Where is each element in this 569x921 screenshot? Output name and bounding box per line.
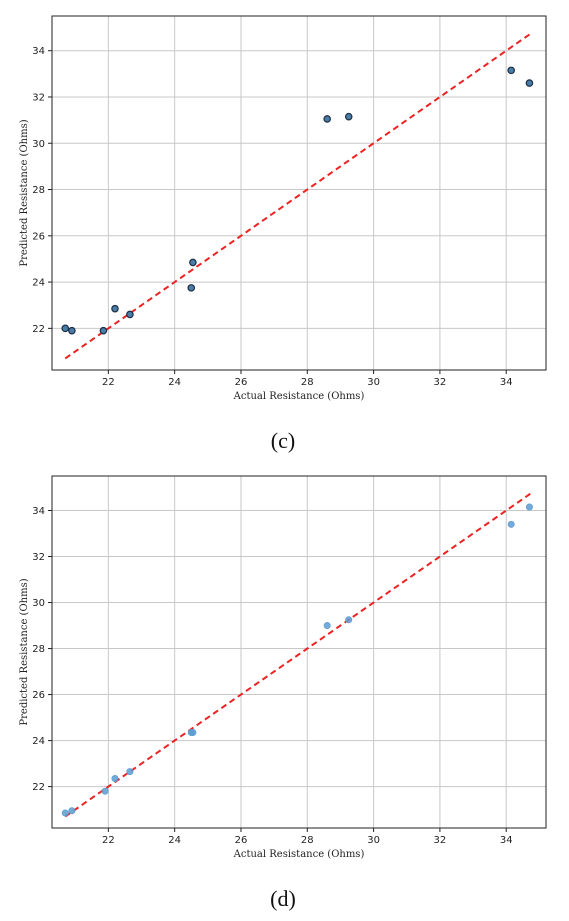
y-tick-label: 28 <box>32 644 45 655</box>
data-point <box>345 616 353 624</box>
y-tick-label: 34 <box>32 46 45 57</box>
x-tick-label: 34 <box>500 835 513 846</box>
y-axis-label: Predicted Resistance (Ohms) <box>19 119 30 266</box>
y-tick-label: 24 <box>32 278 45 289</box>
y-tick-label: 32 <box>32 552 45 563</box>
x-tick-label: 24 <box>168 835 181 846</box>
y-tick-label: 34 <box>32 506 45 517</box>
ideal-fit-line <box>64 491 534 818</box>
x-tick-label: 30 <box>367 835 380 846</box>
plot-frame <box>51 475 547 829</box>
panel-c: 22 24 26 28 30 32 34 22 24 26 28 30 32 34 Actual Resis… <box>19 15 547 453</box>
data-point <box>61 809 69 817</box>
x-tick-label: 26 <box>235 377 248 388</box>
data-point <box>525 503 533 511</box>
y-tick-label: 26 <box>32 690 45 701</box>
y-tick-label: 24 <box>32 736 45 747</box>
y-axis-label: Predicted Resistance (Ohms) <box>19 578 30 725</box>
data-point <box>323 115 331 123</box>
data-point <box>323 622 331 630</box>
y-tick-label: 30 <box>32 139 45 150</box>
x-tick-label: 34 <box>500 377 513 388</box>
ideal-fit-line <box>64 31 534 360</box>
data-point <box>99 326 108 335</box>
data-point <box>507 520 515 528</box>
x-tick-label: 32 <box>434 377 447 388</box>
y-tick-label: 22 <box>32 782 45 793</box>
x-axis-label: Actual Resistance (Ohms) <box>233 391 365 402</box>
y-tick-label: 28 <box>32 185 45 196</box>
data-point <box>189 258 197 267</box>
panel-caption: (c) <box>271 428 295 453</box>
x-tick-label: 26 <box>235 835 248 846</box>
x-tick-label: 28 <box>301 835 314 846</box>
x-tick-label: 30 <box>367 377 380 388</box>
data-point <box>344 112 353 121</box>
data-point <box>189 729 197 737</box>
plot-frame <box>51 15 547 371</box>
x-axis-label: Actual Resistance (Ohms) <box>233 849 365 860</box>
panel-caption: (d) <box>270 886 296 911</box>
data-point <box>126 768 134 776</box>
data-point <box>61 324 70 333</box>
data-point <box>126 310 134 319</box>
data-point <box>525 79 534 87</box>
data-point <box>507 66 515 75</box>
y-tick-label: 22 <box>32 324 45 335</box>
data-point <box>68 326 76 335</box>
y-tick-label: 32 <box>32 92 45 103</box>
panel-d: 22 24 26 28 30 32 34 22 24 26 28 30 32 34 Actual Resis… <box>19 475 547 911</box>
x-tick-label: 22 <box>102 377 115 388</box>
data-point <box>101 787 109 795</box>
data-point <box>68 807 76 815</box>
data-point <box>111 304 119 313</box>
y-tick-label: 26 <box>32 231 45 242</box>
data-point <box>187 284 196 292</box>
x-tick-label: 24 <box>168 377 181 388</box>
x-tick-label: 22 <box>102 835 115 846</box>
x-tick-label: 28 <box>301 377 314 388</box>
x-tick-label: 32 <box>434 835 447 846</box>
data-point <box>111 775 119 783</box>
y-tick-label: 30 <box>32 598 45 609</box>
